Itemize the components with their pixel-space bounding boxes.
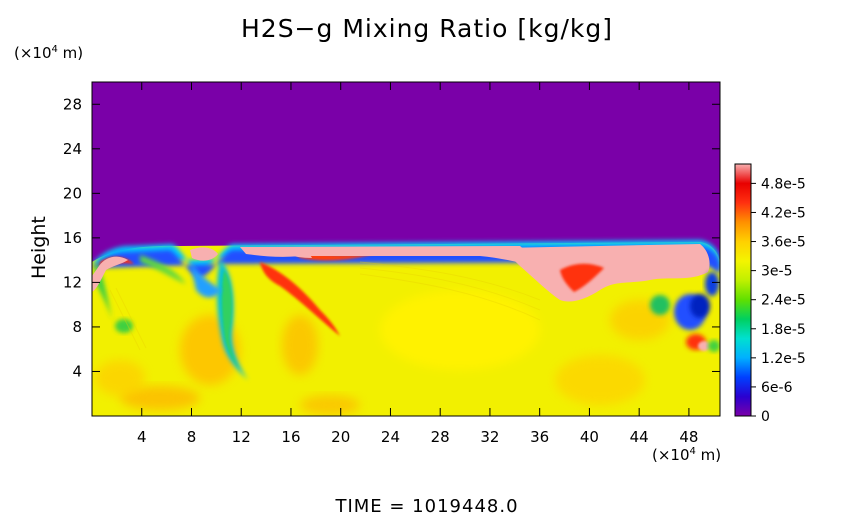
x-tick-label: 12 (232, 428, 251, 446)
colorbar-label: 6e-6 (761, 380, 793, 396)
y-unit-label: (×104 m) (14, 44, 84, 62)
x-tick-label: 4 (137, 428, 147, 446)
colorbar-label: 3e-5 (761, 264, 792, 280)
x-tick-label: 36 (530, 428, 549, 446)
y-tick-label: 20 (63, 184, 82, 202)
colorbar-label: 1.8e-5 (761, 322, 806, 338)
x-tick-label: 16 (281, 428, 300, 446)
y-tick-label: 8 (72, 318, 82, 336)
plot-frame (91, 81, 721, 417)
heatmap-field (92, 82, 720, 416)
colorbar-label: 2.4e-5 (761, 293, 806, 309)
y-tick-label: 12 (63, 273, 82, 291)
y-tick-label: 28 (63, 95, 82, 113)
x-tick-label: 48 (679, 428, 698, 446)
x-tick-label: 28 (431, 428, 450, 446)
x-unit-label: (×104 m) (652, 446, 722, 464)
y-tick-label: 4 (72, 362, 82, 380)
x-tick-label: 20 (331, 428, 350, 446)
x-axis: 4 8 12 16 20 24 28 32 36 40 44 48 (137, 82, 698, 446)
y-axis: 4 8 12 16 20 24 28 (63, 95, 720, 380)
colorbar-label: 0 (761, 409, 770, 425)
colorbar: 4.8e-5 4.2e-5 3.6e-5 3e-5 2.4e-5 1.8e-5 1.2e-5… (734, 163, 806, 425)
x-tick-label: 8 (187, 428, 197, 446)
colorbar-label: 4.8e-5 (761, 176, 806, 192)
colorbar-label: 1.2e-5 (761, 351, 806, 367)
y-tick-label: 24 (63, 140, 82, 158)
time-label: TIME = 1019448.0 (335, 496, 519, 517)
colorbar-scale (734, 163, 752, 417)
y-tick-label: 16 (63, 229, 82, 247)
x-tick-label: 40 (580, 428, 599, 446)
x-tick-label: 32 (480, 428, 499, 446)
x-tick-label: 44 (630, 428, 649, 446)
colorbar-label: 3.6e-5 (761, 235, 806, 251)
x-tick-label: 24 (381, 428, 400, 446)
chart-title: H2S−g Mixing Ratio [kg/kg] (240, 14, 613, 43)
colorbar-label: 4.2e-5 (761, 205, 806, 221)
